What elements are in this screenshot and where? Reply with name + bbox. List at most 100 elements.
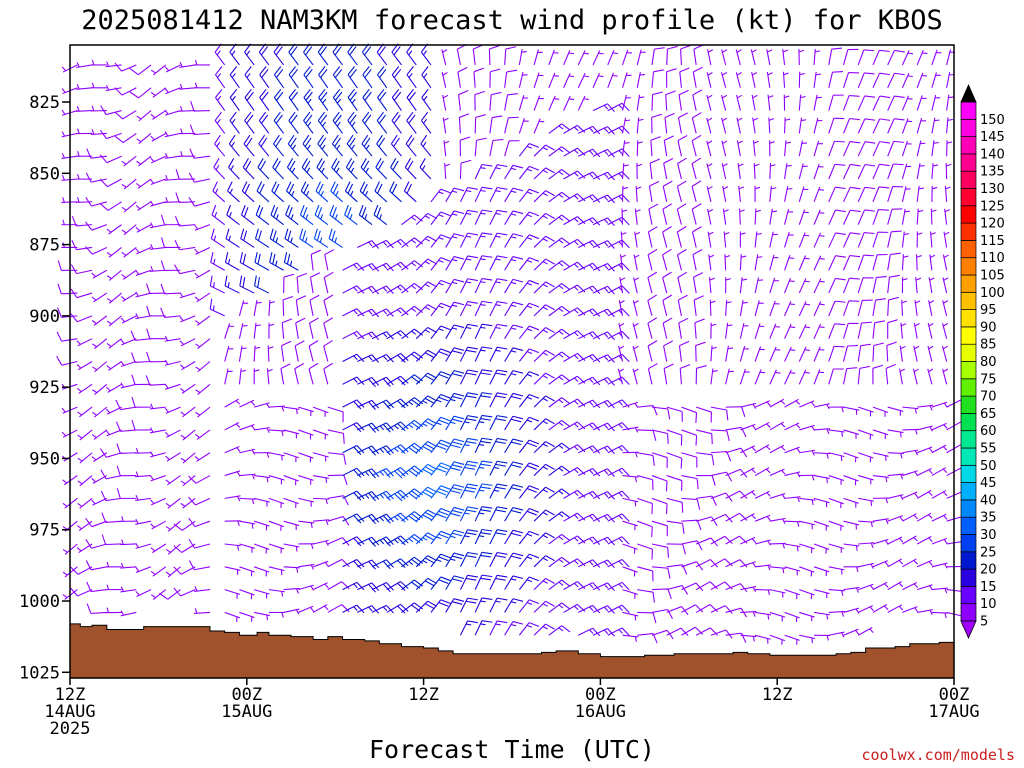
wind-barb — [678, 340, 690, 362]
colorbar-label: 40 — [980, 493, 997, 508]
wind-barb — [930, 208, 937, 225]
wind-barb — [504, 164, 524, 180]
wind-barb — [887, 319, 898, 339]
wind-barb — [342, 353, 365, 363]
wind-barb — [931, 185, 938, 202]
wind-barb — [662, 180, 673, 202]
wind-barb — [474, 346, 493, 362]
wind-barb — [456, 43, 467, 66]
wind-barb — [842, 300, 860, 317]
wind-barb — [548, 95, 560, 111]
wind-barb — [489, 164, 508, 180]
wind-barb — [85, 517, 108, 528]
wind-barb — [150, 451, 166, 458]
wind-barb — [828, 71, 843, 88]
wind-barb — [489, 186, 508, 203]
wind-barb — [312, 582, 329, 591]
wind-barb — [592, 148, 615, 158]
wind-barb — [386, 581, 409, 591]
colorbar-label: 75 — [980, 372, 997, 387]
wind-barb — [474, 209, 493, 225]
wind-barb — [592, 308, 615, 318]
wind-barb — [342, 330, 365, 340]
wind-barb — [872, 342, 885, 362]
wind-barb — [681, 497, 701, 510]
wind-barb — [224, 445, 241, 454]
wind-barb — [665, 90, 676, 111]
y-tick-label: 950 — [29, 449, 60, 469]
wind-barb — [578, 422, 601, 431]
wind-barb — [459, 159, 472, 180]
wind-barb — [533, 327, 555, 340]
colorbar-label: 90 — [980, 320, 997, 335]
colorbar-label: 70 — [980, 390, 997, 405]
wind-barb — [725, 447, 748, 458]
wind-barb — [548, 72, 559, 88]
wind-barb — [386, 238, 409, 248]
wind-barb — [164, 429, 181, 438]
wind-barb — [828, 406, 845, 413]
wind-barb — [288, 88, 299, 111]
wind-barb — [735, 72, 742, 88]
credit-link[interactable]: coolwx.com/models — [861, 746, 1015, 764]
wind-barb — [872, 452, 889, 461]
wind-barb — [474, 255, 493, 271]
wind-barb — [710, 629, 733, 639]
wind-barb — [459, 529, 478, 545]
wind-barb — [901, 163, 912, 180]
wind-barb — [328, 228, 343, 248]
wind-barb — [120, 562, 137, 569]
wind-barb — [548, 169, 571, 180]
wind-barb — [504, 438, 524, 454]
wind-barb — [135, 471, 152, 478]
wind-barb — [533, 486, 555, 499]
wind-barb — [224, 566, 241, 575]
wind-barb — [149, 200, 166, 207]
wind-barb — [459, 278, 478, 294]
wind-barb — [518, 72, 528, 88]
colorbar-swatch — [960, 551, 977, 570]
wind-barb — [648, 180, 660, 202]
wind-barb — [927, 345, 934, 362]
wind-barb — [533, 49, 543, 66]
wind-barb — [268, 299, 275, 316]
wind-barb — [121, 224, 137, 236]
wind-barb — [489, 232, 508, 248]
wind-barb — [916, 72, 928, 88]
wind-barb — [563, 50, 574, 66]
wind-barb — [813, 140, 823, 157]
wind-barb — [769, 611, 786, 622]
y-tick-label: 1000 — [19, 592, 60, 612]
wind-barb — [239, 497, 256, 505]
wind-barb — [739, 277, 748, 294]
wind-barb — [662, 203, 673, 225]
wind-barb — [828, 232, 846, 248]
wind-barb — [371, 559, 394, 570]
wind-barb — [160, 283, 181, 295]
wind-barb — [784, 520, 801, 527]
wind-barb — [607, 627, 630, 636]
wind-barb — [637, 497, 653, 514]
wind-barb — [146, 328, 166, 340]
wind-barb — [782, 71, 789, 88]
wind-barb — [901, 299, 907, 316]
colorbar-label: 125 — [980, 199, 1005, 214]
wind-barb — [459, 551, 478, 568]
wind-barb — [592, 605, 615, 614]
wind-barb — [784, 611, 800, 623]
wind-barb — [489, 301, 508, 317]
wind-barb — [317, 43, 329, 66]
wind-barb — [390, 158, 402, 180]
wind-barb — [799, 520, 816, 530]
wind-barb — [872, 475, 889, 483]
wind-barb — [488, 45, 500, 65]
wind-barb — [915, 277, 922, 294]
wind-barb — [578, 582, 601, 591]
colorbar-swatch — [960, 413, 977, 432]
colorbar-over-arrow — [960, 84, 977, 103]
wind-barb — [309, 272, 321, 294]
wind-barb — [518, 553, 540, 568]
wind-barb — [403, 181, 417, 203]
wind-barb — [76, 128, 93, 135]
wind-barb — [813, 163, 824, 180]
